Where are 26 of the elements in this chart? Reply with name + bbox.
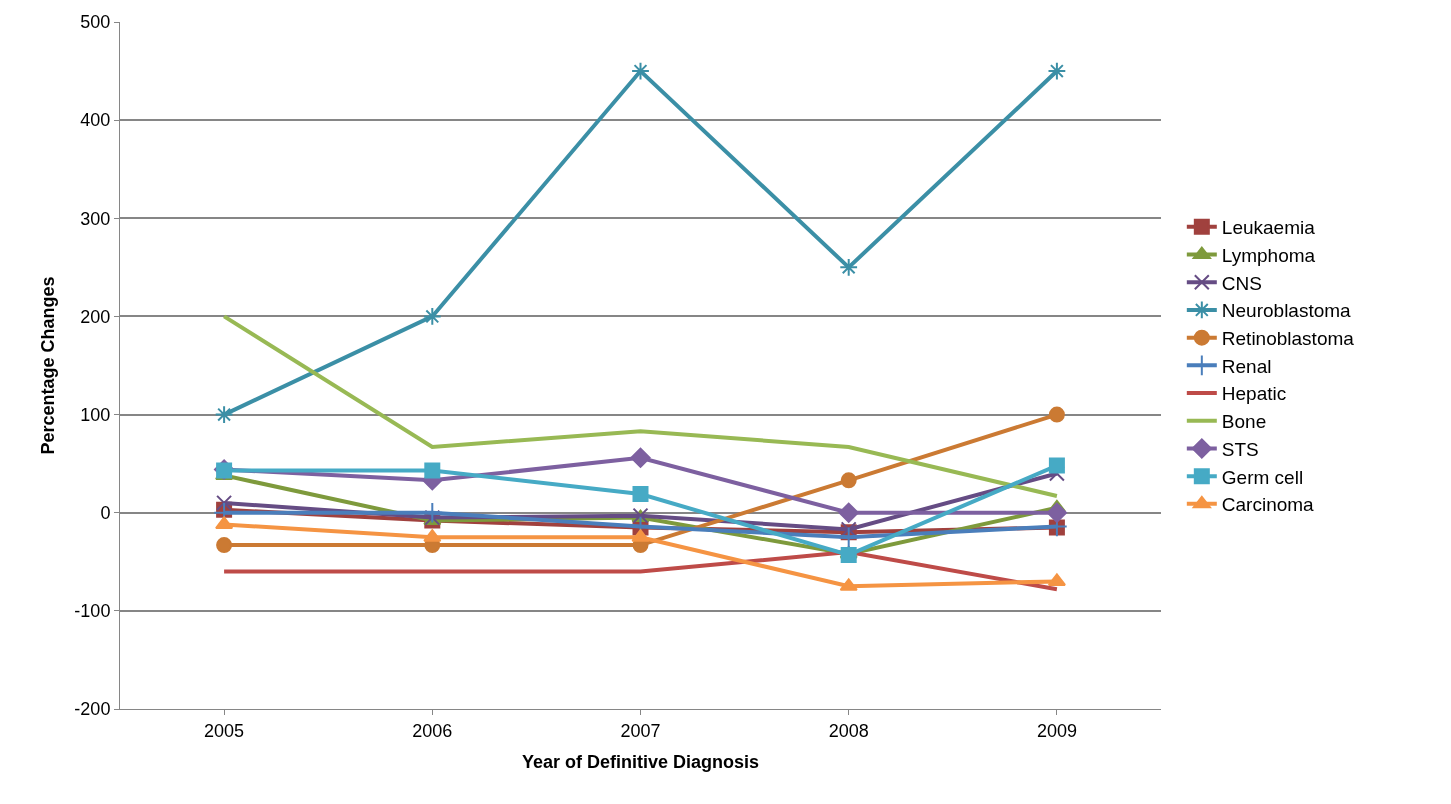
legend-label: Renal xyxy=(1221,355,1272,377)
y-tick-label: 200 xyxy=(80,306,111,327)
legend-label: Carcinoma xyxy=(1221,494,1315,516)
legend-label: Germ cell xyxy=(1221,466,1304,488)
y-tick-label: -200 xyxy=(74,699,111,720)
x-tick-label: 2005 xyxy=(204,720,245,741)
y-tick-label: -100 xyxy=(74,601,111,622)
legend-label: Leukaemia xyxy=(1221,217,1316,239)
y-tick-label: 400 xyxy=(80,110,111,131)
legend-label: STS xyxy=(1221,438,1259,460)
x-tick-label: 2006 xyxy=(412,720,453,741)
legend-label: Neuroblastoma xyxy=(1221,300,1352,322)
legend-label: Lymphoma xyxy=(1221,244,1316,266)
x-tick-label: 2008 xyxy=(828,720,869,741)
x-tick-label: 2009 xyxy=(1036,720,1077,741)
legend-label: Bone xyxy=(1221,411,1267,433)
legend-label: Retinoblastoma xyxy=(1221,328,1355,350)
y-tick-label: 0 xyxy=(100,503,111,524)
legend-label: CNS xyxy=(1221,272,1262,294)
legend-label: Hepatic xyxy=(1221,383,1287,405)
y-tick-label: 100 xyxy=(80,404,111,425)
y-tick-label: 300 xyxy=(80,208,111,229)
x-tick-label: 2007 xyxy=(620,720,661,741)
x-axis-title: Year of Definitive Diagnosis xyxy=(521,751,760,772)
y-tick-label: 500 xyxy=(80,12,111,33)
y-axis-title: Percentage Changes xyxy=(37,276,58,455)
